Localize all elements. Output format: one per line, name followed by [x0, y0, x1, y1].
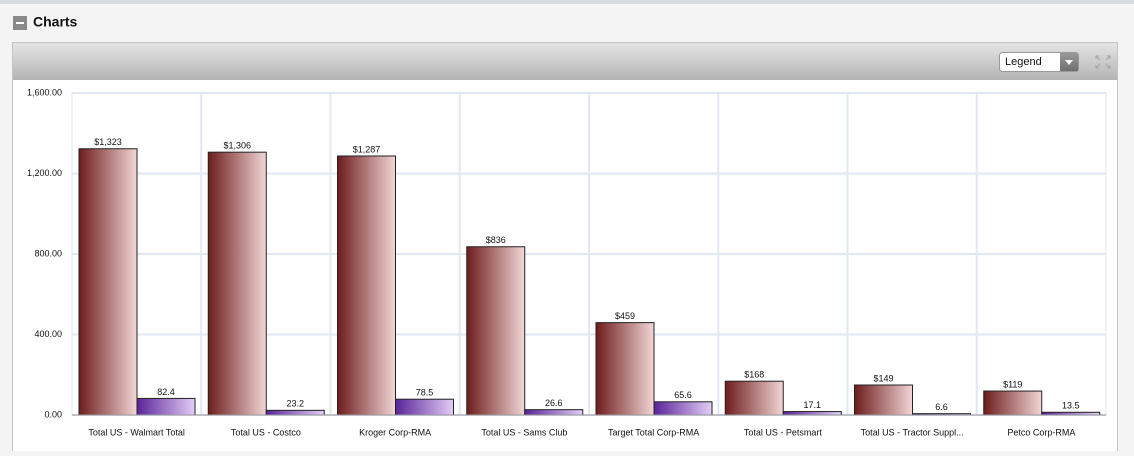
y-tick-label: 400.00: [34, 329, 62, 339]
bar: [524, 409, 584, 416]
y-tick-label: 1,600.00: [27, 87, 62, 97]
value-label: 6.6: [935, 402, 948, 412]
toolbar: [13, 43, 1117, 80]
value-label: 23.2: [286, 399, 304, 409]
value-label: 17.1: [803, 400, 821, 410]
collapse-minus: [16, 22, 24, 24]
legend-label[interactable]: Legend: [1005, 56, 1042, 68]
value-label: $119: [1003, 379, 1022, 389]
bar: [207, 151, 267, 416]
value-label: 13.5: [1062, 401, 1080, 411]
value-label: $1,323: [94, 137, 122, 147]
expand-icon[interactable]: [1095, 55, 1111, 69]
top-border: [0, 0, 1134, 4]
x-tick-label: Petco Corp-RMA: [1007, 427, 1075, 437]
x-tick-label: Target Total Corp-RMA: [608, 427, 699, 437]
bar: [136, 397, 196, 416]
value-label: $149: [873, 373, 893, 383]
x-tick-label: Total US - Sams Club: [481, 427, 567, 437]
bar: [653, 401, 713, 416]
chart: 0.00 400.00 800.00 1,200.00 1,600.00 $1,323 82…: [27, 87, 1107, 437]
bar: [724, 380, 784, 416]
value-label: 78.5: [416, 388, 434, 398]
value-label: 65.6: [674, 390, 692, 400]
y-tick-label: 800.00: [34, 248, 62, 258]
bar: [466, 246, 526, 416]
x-tick-label: Total US - Walmart Total: [88, 427, 185, 437]
value-label: 26.6: [545, 398, 563, 408]
bar: [265, 409, 325, 416]
bar: [983, 390, 1043, 416]
x-tick-label: Total US - Tractor Suppl...: [861, 427, 964, 437]
value-label: $1,306: [223, 141, 251, 151]
y-tick-label: 1,200.00: [27, 168, 62, 178]
value-label: $459: [615, 311, 635, 321]
value-label: 82.4: [157, 387, 175, 397]
dropdown-arrow: [1065, 60, 1073, 65]
bar: [782, 411, 842, 416]
bar: [78, 148, 138, 416]
x-tick-label: Total US - Petsmart: [744, 427, 823, 437]
legend-dropdown[interactable]: [999, 52, 1079, 72]
bar: [395, 398, 454, 416]
bar: [595, 322, 655, 416]
section-title: Charts: [33, 14, 78, 30]
x-tick-label: Total US - Costco: [231, 427, 301, 437]
value-label: $836: [486, 235, 506, 245]
value-label: $168: [744, 370, 764, 380]
value-label: $1,287: [353, 144, 381, 154]
bar: [854, 384, 913, 416]
y-tick-label: 0.00: [44, 409, 62, 419]
x-tick-label: Kroger Corp-RMA: [359, 427, 431, 437]
bar: [337, 155, 396, 416]
